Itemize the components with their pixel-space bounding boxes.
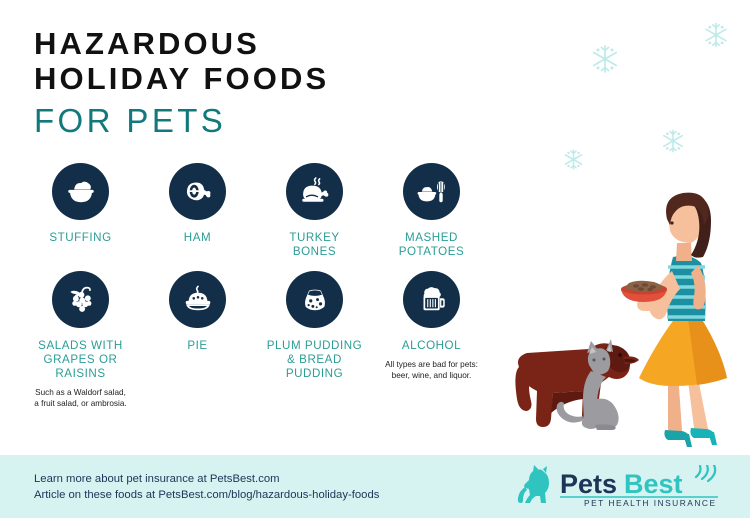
pie-icon <box>185 285 210 310</box>
icon-bubble <box>169 271 226 328</box>
grid-row-2: SALADS WITH GRAPES OR RAISINS Such as a … <box>22 271 492 409</box>
title-line-1: HAZARDOUS <box>34 26 260 61</box>
logo-tagline: PET HEALTH INSURANCE <box>584 498 717 508</box>
food-item-pie[interactable]: PIE <box>139 271 256 353</box>
logo-signal-arcs-icon <box>694 465 717 483</box>
food-item-plum-bread-pudding[interactable]: PLUM PUDDING & BREAD PUDDING <box>256 271 373 381</box>
pets-best-logo[interactable]: Pets Best PET HEALTH INSURANCE <box>516 465 728 509</box>
woman-feeding-dog-and-cat-illustration <box>515 192 727 447</box>
footer-bar: Learn more about pet insurance at PetsBe… <box>0 455 750 518</box>
gray-cat-figure <box>556 339 619 430</box>
food-item-ham[interactable]: HAM <box>139 163 256 245</box>
food-item-note: Such as a Waldorf salad, a fruit salad, … <box>34 388 127 408</box>
ham-icon <box>186 182 210 200</box>
pudding-icon <box>304 289 325 310</box>
title-line-2: HOLIDAY FOODS <box>34 61 330 96</box>
food-item-mashed-potatoes[interactable]: MASHED POTATOES <box>373 163 490 259</box>
stuffing-bowl-icon <box>67 181 94 202</box>
brown-dog-figure <box>515 343 639 427</box>
icon-bubble <box>403 163 460 220</box>
food-item-label: HAM <box>183 231 212 244</box>
woman-with-food-bowl-figure <box>621 192 727 447</box>
hazardous-foods-grid: STUFFING <box>22 163 492 409</box>
logo-word-pets: Pets <box>560 469 617 499</box>
icon-bubble <box>169 163 226 220</box>
snowflake-icon <box>564 149 583 170</box>
food-item-label: PLUM PUDDING & BREAD PUDDING <box>266 339 363 380</box>
food-item-label: ALCOHOL <box>401 339 462 352</box>
beer-mug-icon <box>423 286 445 310</box>
food-item-turkey-bones[interactable]: TURKEY BONES <box>256 163 373 259</box>
food-item-salads-grapes-raisins[interactable]: SALADS WITH GRAPES OR RAISINS Such as a … <box>22 271 139 409</box>
roast-turkey-icon <box>301 176 328 202</box>
icon-bubble <box>286 271 343 328</box>
food-item-label: STUFFING <box>49 231 112 244</box>
food-item-label: MASHED POTATOES <box>398 231 465 258</box>
grapes-icon <box>69 286 91 312</box>
snowflake-icon <box>663 129 683 153</box>
food-item-label: PIE <box>187 339 208 352</box>
food-item-stuffing[interactable]: STUFFING <box>22 163 139 245</box>
page-title: HAZARDOUS HOLIDAY FOODS FOR PETS <box>34 26 454 139</box>
snowflake-icon <box>592 45 618 73</box>
food-item-label: SALADS WITH GRAPES OR RAISINS <box>38 339 123 380</box>
bowl-whisk-icon <box>417 180 445 202</box>
icon-bubble <box>52 163 109 220</box>
snowflake-icon <box>705 22 727 48</box>
food-item-label: TURKEY BONES <box>289 231 340 258</box>
icon-bubble <box>403 271 460 328</box>
logo-word-best: Best <box>624 469 683 499</box>
food-item-note: All types are bad for pets: beer, wine, … <box>385 360 478 380</box>
logo-dog-icon <box>517 465 549 503</box>
page-subtitle: FOR PETS <box>34 102 227 139</box>
icon-bubble <box>52 271 109 328</box>
food-item-alcohol[interactable]: ALCOHOL All types are bad for pets: beer… <box>373 271 490 381</box>
grid-row-1: STUFFING <box>22 163 492 259</box>
icon-bubble <box>286 163 343 220</box>
footer-links-text[interactable]: Learn more about pet insurance at PetsBe… <box>34 473 380 501</box>
